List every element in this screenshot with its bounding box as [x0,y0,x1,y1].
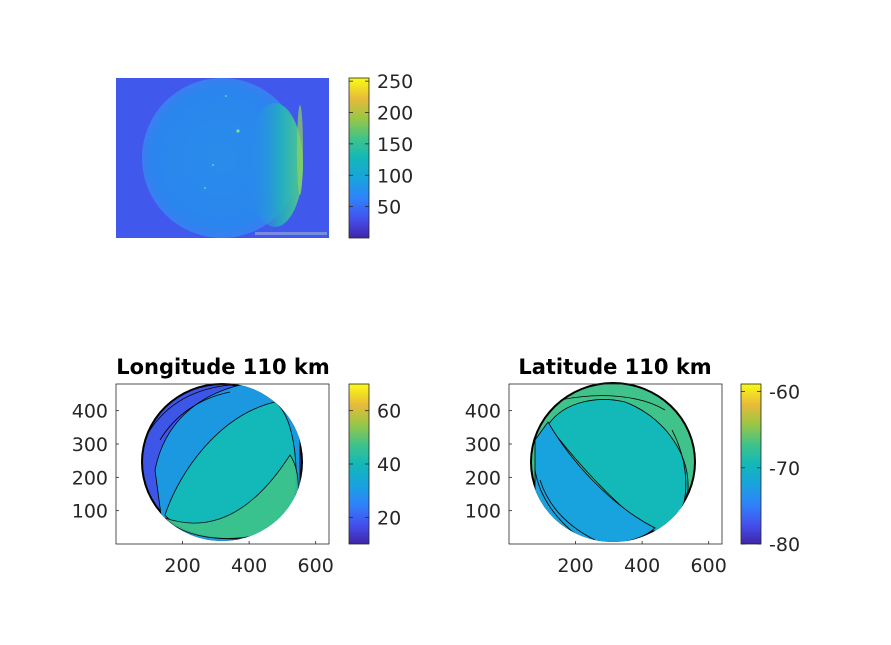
star [225,95,227,97]
latitude-contour [671,429,687,511]
latitude-band-75 [534,421,656,542]
colorbar-sky-tick-label: 150 [377,134,413,156]
latitude-ytick-label: 300 [465,434,501,456]
longitude-contour [159,391,231,441]
longitude-panel: Longitude 110 km 200 400 600 100 200 300 400 2… [72,355,401,577]
latitude-contour [559,395,666,411]
sky-image-panel: 50 100 150 200 250 [116,71,413,239]
latitude-ytick-label: 400 [465,401,501,423]
latitude-ytick-label: 200 [465,467,501,489]
image-watermark [255,232,327,235]
longitude-ytick-label: 400 [72,401,108,423]
longitude-ytick-label: 200 [72,467,108,489]
longitude-xtick-label: 200 [164,555,200,577]
colorbar-latitude-tick-label: -60 [769,382,800,404]
colorbar-sky-tick-label: 200 [377,103,413,125]
longitude-xtick-label: 600 [298,555,334,577]
star [204,187,206,189]
longitude-ytick-label: 300 [72,434,108,456]
latitude-xtick-label: 400 [624,555,660,577]
latitude-contour [539,479,596,541]
latitude-title: Latitude 110 km [518,355,711,379]
colorbar-sky [348,77,370,239]
latitude-map [530,382,696,542]
latitude-xtick-label: 200 [557,555,593,577]
colorbar-latitude-ticks: -60 -70 -80 [741,382,800,556]
colorbar-latitude-tick-label: -80 [769,534,800,556]
colorbar-sky-tick-label: 250 [377,71,413,93]
longitude-axis-ticks: 200 400 600 100 200 300 400 [72,401,334,577]
star [212,164,214,166]
sky-image [116,78,329,238]
latitude-band-70 [547,399,689,532]
longitude-contour [149,384,231,431]
latitude-axis-ticks: 200 400 600 100 200 300 400 [465,401,727,577]
longitude-band-50 [164,454,299,539]
star [236,129,240,133]
colorbar-longitude-tick-label: 60 [377,401,401,423]
latitude-panel: Latitude 110 km 200 400 600 100 200 300 400 -6… [465,355,800,577]
sky-limb-glow [247,103,303,227]
longitude-ytick-label: 100 [72,501,108,523]
longitude-axes-frame [115,383,330,545]
colorbar-latitude [740,383,762,545]
colorbar-sky-tick-label: 50 [377,197,401,219]
longitude-xtick-label: 400 [231,555,267,577]
colorbar-latitude-tick-label: -70 [769,458,800,480]
longitude-title: Longitude 110 km [116,355,330,379]
colorbar-sky-tick-label: 100 [377,165,413,187]
sky-limb-edge [297,105,303,195]
colorbar-sky-ticks: 50 100 150 200 250 [349,71,413,219]
colorbar-longitude-tick-label: 40 [377,454,401,476]
latitude-ytick-label: 100 [465,501,501,523]
latitude-axes-frame [508,383,723,545]
colorbar-longitude-ticks: 20 40 60 [349,401,401,529]
longitude-map [141,383,303,541]
latitude-xtick-label: 600 [691,555,727,577]
colorbar-longitude-tick-label: 20 [377,507,401,529]
